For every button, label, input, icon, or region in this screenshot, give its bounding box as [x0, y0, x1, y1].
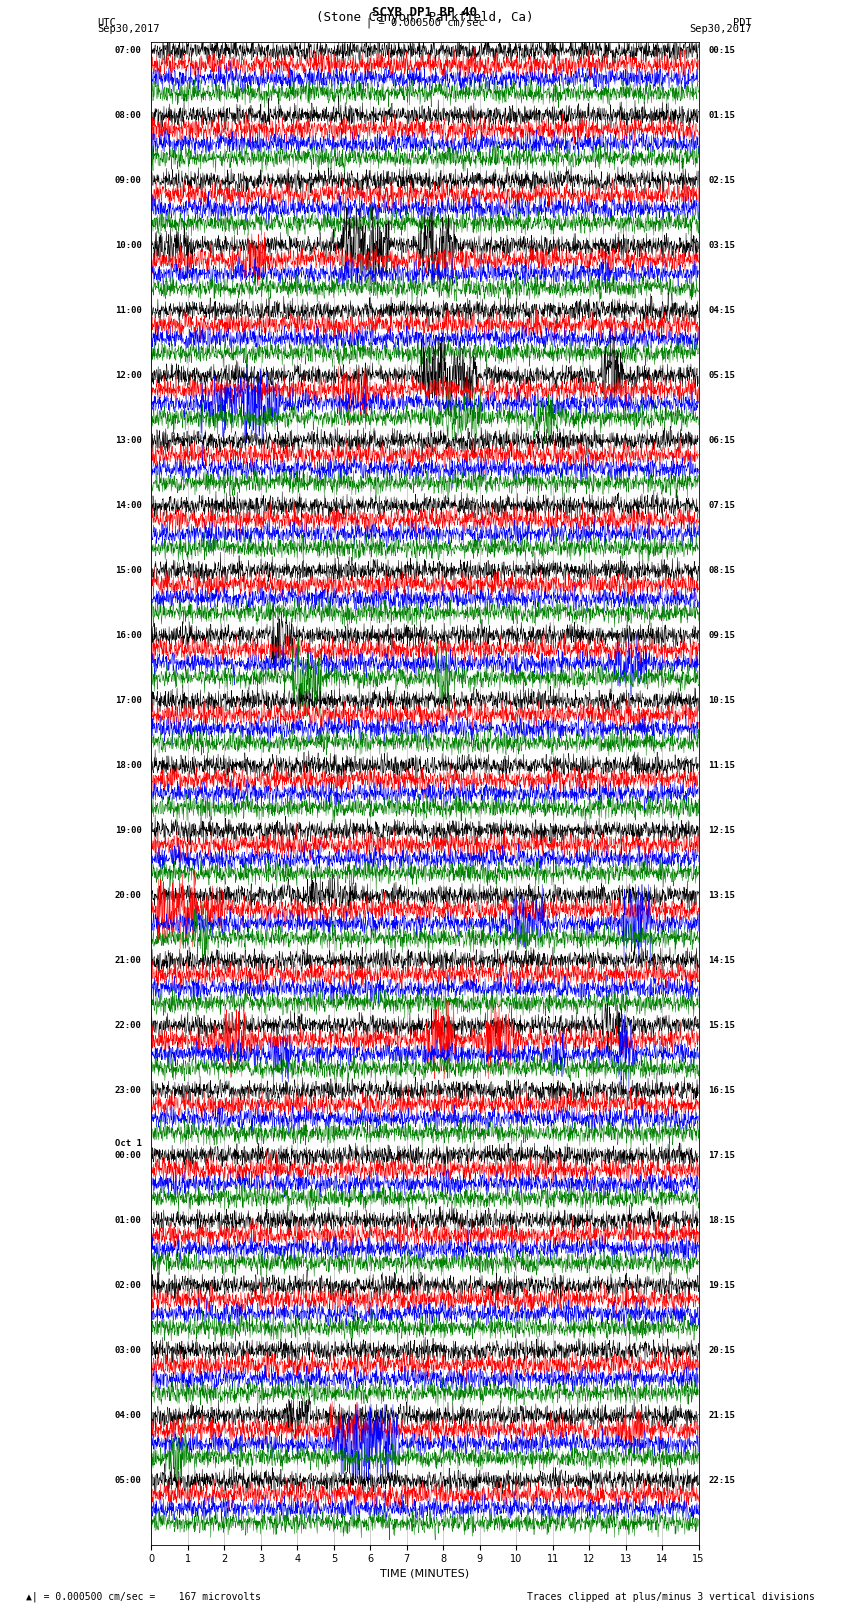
Text: 12:15: 12:15 [708, 826, 735, 836]
Text: | = 0.000500 cm/sec: | = 0.000500 cm/sec [366, 18, 484, 29]
Text: 15:15: 15:15 [708, 1021, 735, 1031]
Text: 09:15: 09:15 [708, 631, 735, 640]
Text: UTC: UTC [98, 18, 116, 27]
Text: 22:00: 22:00 [115, 1021, 142, 1031]
Text: 14:15: 14:15 [708, 957, 735, 965]
Text: 02:00: 02:00 [115, 1281, 142, 1290]
Text: Oct 1: Oct 1 [115, 1139, 142, 1148]
Text: 01:15: 01:15 [708, 111, 735, 119]
Text: 10:15: 10:15 [708, 697, 735, 705]
Text: 23:00: 23:00 [115, 1086, 142, 1095]
Text: 17:00: 17:00 [115, 697, 142, 705]
Text: 00:15: 00:15 [708, 47, 735, 55]
Text: 04:00: 04:00 [115, 1411, 142, 1419]
Text: 18:00: 18:00 [115, 761, 142, 769]
Text: 13:15: 13:15 [708, 890, 735, 900]
Text: 21:15: 21:15 [708, 1411, 735, 1419]
Text: 16:00: 16:00 [115, 631, 142, 640]
Text: Traces clipped at plus/minus 3 vertical divisions: Traces clipped at plus/minus 3 vertical … [527, 1592, 815, 1602]
Text: 05:15: 05:15 [708, 371, 735, 381]
Text: ▲| = 0.000500 cm/sec =    167 microvolts: ▲| = 0.000500 cm/sec = 167 microvolts [26, 1590, 260, 1602]
Text: 13:00: 13:00 [115, 436, 142, 445]
Text: 03:00: 03:00 [115, 1347, 142, 1355]
Text: 04:15: 04:15 [708, 306, 735, 315]
Text: 11:15: 11:15 [708, 761, 735, 769]
Text: 17:15: 17:15 [708, 1152, 735, 1160]
Text: 16:15: 16:15 [708, 1086, 735, 1095]
Text: Sep30,2017: Sep30,2017 [98, 24, 161, 34]
Text: (Stone Canyon, Parkfield, Ca): (Stone Canyon, Parkfield, Ca) [316, 11, 534, 24]
Text: 01:00: 01:00 [115, 1216, 142, 1226]
Text: SCYB DP1 BP 40: SCYB DP1 BP 40 [372, 5, 478, 19]
Text: 08:15: 08:15 [708, 566, 735, 576]
Text: 09:00: 09:00 [115, 176, 142, 185]
Text: 06:15: 06:15 [708, 436, 735, 445]
Text: 02:15: 02:15 [708, 176, 735, 185]
Text: Sep30,2017: Sep30,2017 [689, 24, 752, 34]
Text: PDT: PDT [734, 18, 752, 27]
Text: 14:00: 14:00 [115, 502, 142, 510]
Text: 07:00: 07:00 [115, 47, 142, 55]
Text: 19:15: 19:15 [708, 1281, 735, 1290]
Text: 22:15: 22:15 [708, 1476, 735, 1486]
Text: 07:15: 07:15 [708, 502, 735, 510]
Text: 08:00: 08:00 [115, 111, 142, 119]
Text: 15:00: 15:00 [115, 566, 142, 576]
Text: 05:00: 05:00 [115, 1476, 142, 1486]
Text: 00:00: 00:00 [115, 1152, 142, 1160]
Text: 03:15: 03:15 [708, 240, 735, 250]
Text: 11:00: 11:00 [115, 306, 142, 315]
Text: 19:00: 19:00 [115, 826, 142, 836]
Text: 10:00: 10:00 [115, 240, 142, 250]
Text: 12:00: 12:00 [115, 371, 142, 381]
Text: 20:15: 20:15 [708, 1347, 735, 1355]
X-axis label: TIME (MINUTES): TIME (MINUTES) [381, 1569, 469, 1579]
Text: 21:00: 21:00 [115, 957, 142, 965]
Text: 20:00: 20:00 [115, 890, 142, 900]
Text: 18:15: 18:15 [708, 1216, 735, 1226]
